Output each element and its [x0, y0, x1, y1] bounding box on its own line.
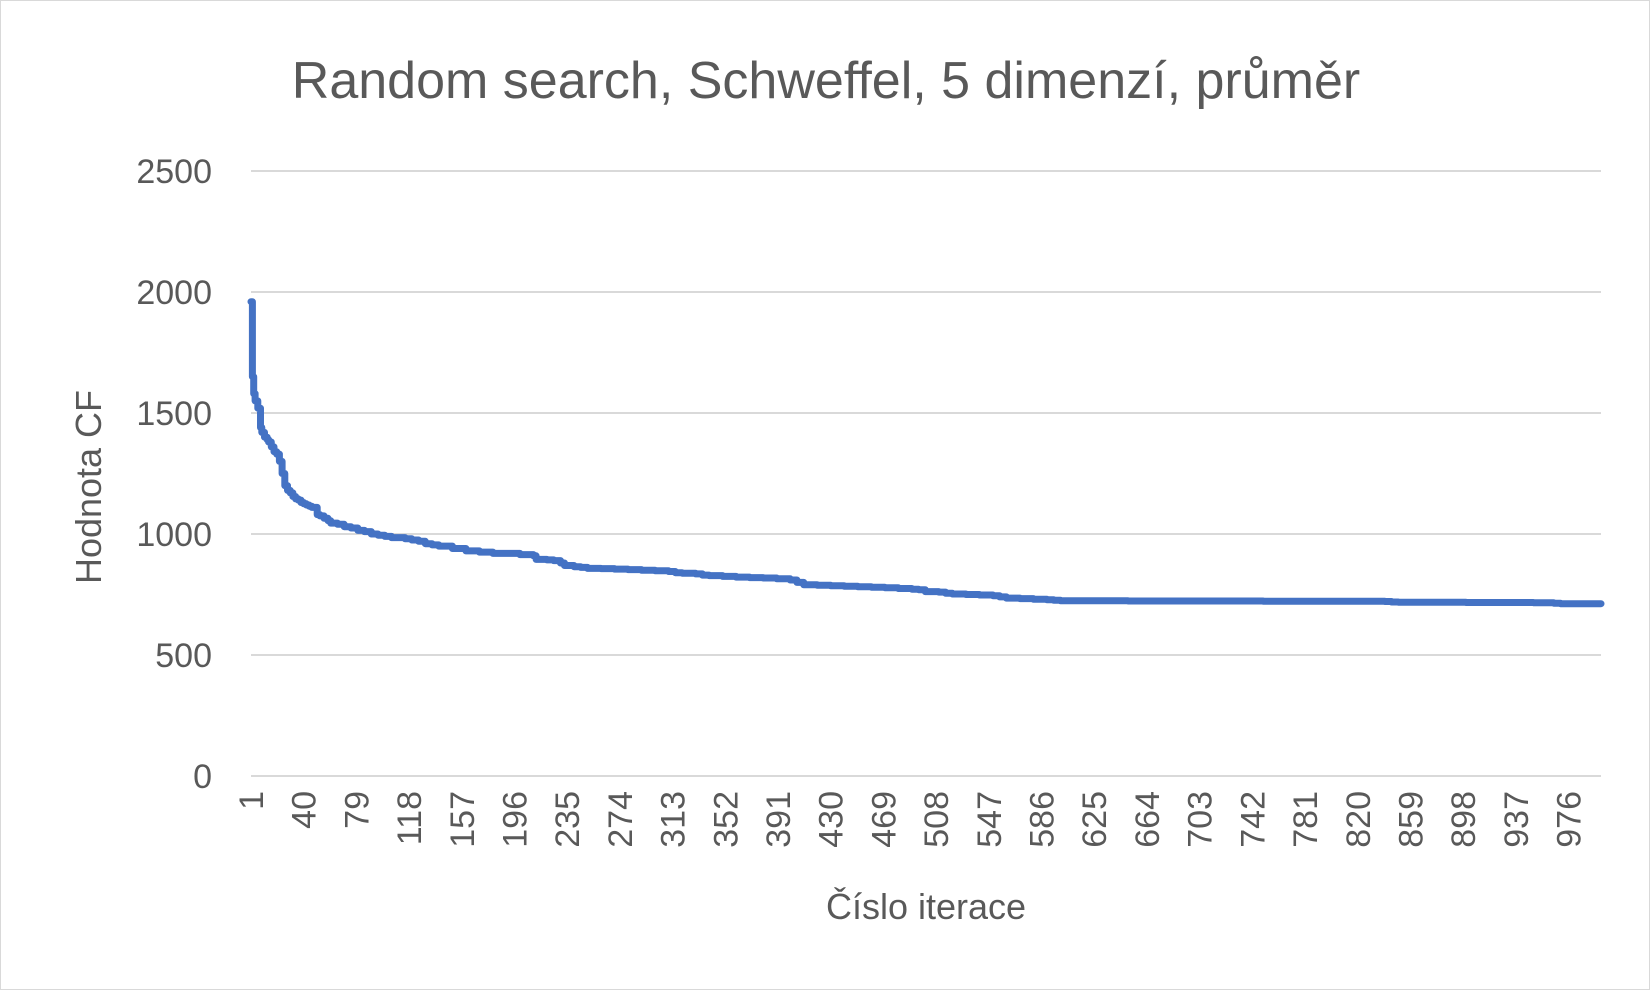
x-tick-label: 235	[549, 791, 587, 848]
x-tick-label: 1	[233, 791, 271, 810]
x-tick-label: 352	[707, 791, 745, 848]
x-axis-ticks: 1 40 79 118 157 196 235 274 313 352 391 430 469 508 54…	[233, 791, 1589, 848]
chart-title: Random search, Schweffel, 5 dimenzí, prů…	[292, 52, 1360, 110]
x-tick-label: 898	[1445, 791, 1483, 848]
x-tick-label: 664	[1129, 791, 1167, 848]
x-tick-label: 157	[444, 791, 482, 848]
x-tick-label: 547	[971, 791, 1009, 848]
x-tick-label: 469	[865, 791, 903, 848]
x-tick-label: 40	[286, 791, 324, 829]
x-tick-label: 859	[1392, 791, 1430, 848]
y-tick-label: 2500	[136, 153, 212, 191]
x-tick-label: 742	[1234, 791, 1272, 848]
x-tick-label: 976	[1551, 791, 1589, 848]
x-tick-label: 508	[918, 791, 956, 848]
x-tick-label: 118	[391, 791, 429, 845]
x-tick-label: 196	[497, 791, 535, 848]
x-tick-label: 937	[1498, 791, 1536, 848]
y-axis-ticks: 0 500 1000 1500 2000 2500	[136, 153, 212, 796]
x-tick-label: 391	[760, 791, 798, 848]
x-tick-label: 79	[338, 791, 376, 829]
series-layer	[247, 298, 1605, 608]
y-tick-label: 500	[155, 637, 212, 675]
x-tick-label: 625	[1076, 791, 1114, 848]
y-tick-label: 1500	[136, 395, 212, 433]
y-tick-label: 1000	[136, 516, 212, 554]
x-tick-label: 586	[1024, 791, 1062, 848]
y-axis-label: Hodnota CF	[68, 390, 109, 584]
x-axis-label: Číslo iterace	[826, 886, 1026, 927]
x-tick-label: 703	[1182, 791, 1220, 848]
x-tick-label: 820	[1340, 791, 1378, 848]
x-tick-label: 781	[1287, 791, 1325, 848]
x-tick-label: 430	[813, 791, 851, 848]
y-tick-label: 0	[193, 758, 212, 796]
y-tick-label: 2000	[136, 274, 212, 312]
x-tick-label: 313	[655, 791, 693, 848]
series-line	[247, 298, 1605, 608]
gridlines	[251, 170, 1601, 777]
x-tick-label: 274	[602, 791, 640, 848]
